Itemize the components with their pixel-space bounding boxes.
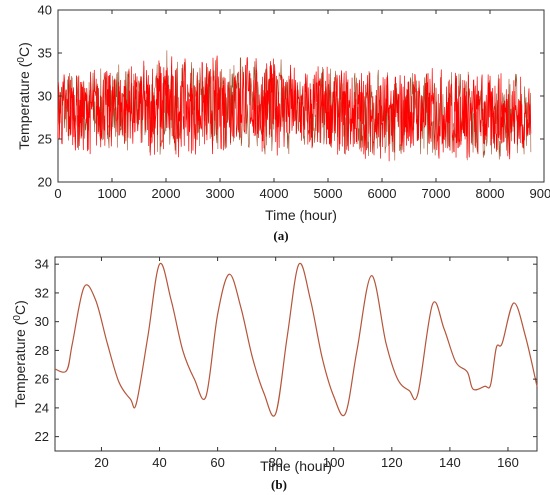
chart-b-xlabel: Time (hour) <box>260 458 332 474</box>
chart-b-y-tick-label: 32 <box>35 285 49 300</box>
chart-a-x-tick-label: 5000 <box>314 186 343 201</box>
chart-b-x-tick-label: 40 <box>152 455 166 470</box>
chart-b-x-tick-label: 60 <box>210 455 224 470</box>
chart-a-ylabel: Temperature (0C) <box>16 42 32 150</box>
chart-b-x-tick-label: 20 <box>94 455 108 470</box>
chart-b-y-ticks: 22 24 26 28 30 32 34 <box>35 257 537 444</box>
chart-a-series-line <box>57 55 532 162</box>
chart-a-x-tick-label: 3000 <box>206 186 235 201</box>
chart-b-y-tick-label: 26 <box>35 372 49 387</box>
chart-b-frame <box>54 256 538 452</box>
chart-b-y-tick-label: 24 <box>35 400 49 415</box>
chart-b: 20 40 60 80 100 120 140 160 22 24 26 28 30 32 34 Time… <box>12 256 538 492</box>
chart-a-y-tick-label: 40 <box>38 3 52 18</box>
chart-b-x-ticks: 20 40 60 80 100 120 140 160 <box>94 257 519 470</box>
chart-a-panel-label: (a) <box>273 228 288 243</box>
chart-a-x-tick-label: 6000 <box>368 186 397 201</box>
chart-a-x-tick-label: 7000 <box>422 186 451 201</box>
chart-a-x-tick-label: 2000 <box>152 186 181 201</box>
chart-a-x-tick-label: 1000 <box>98 186 127 201</box>
chart-b-y-tick-label: 22 <box>35 429 49 444</box>
chart-b-x-tick-label: 120 <box>381 455 403 470</box>
chart-a-xlabel: Time (hour) <box>265 207 337 223</box>
chart-a: 0 1000 2000 3000 4000 5000 6000 7000 8000 9000 20… <box>16 3 550 244</box>
chart-a-x-tick-label: 9000 <box>530 186 550 201</box>
chart-b-panel-label: (b) <box>271 477 287 492</box>
chart-b-y-tick-label: 28 <box>35 343 49 358</box>
chart-a-y-tick-label: 20 <box>38 175 52 190</box>
chart-a-y-ticks: 20 25 30 35 40 <box>38 3 544 190</box>
chart-a-x-tick-label: 0 <box>54 186 61 201</box>
chart-a-y-tick-label: 25 <box>38 132 52 147</box>
chart-b-x-tick-label: 160 <box>497 455 519 470</box>
chart-a-x-ticks: 0 1000 2000 3000 4000 5000 6000 7000 8000 9000 <box>54 10 550 201</box>
chart-a-series <box>57 50 532 162</box>
chart-a-x-tick-label: 8000 <box>476 186 505 201</box>
chart-a-x-tick-label: 4000 <box>260 186 289 201</box>
chart-b-ylabel: Temperature (0C) <box>12 300 28 408</box>
chart-b-x-tick-label: 140 <box>439 455 461 470</box>
chart-b-y-tick-label: 30 <box>35 314 49 329</box>
chart-b-x-tick-label: 80 <box>268 455 282 470</box>
chart-b-series-line <box>54 262 538 417</box>
chart-a-y-tick-label: 30 <box>38 89 52 104</box>
chart-b-y-tick-label: 34 <box>35 257 49 272</box>
chart-b-x-tick-label: 100 <box>323 455 345 470</box>
chart-a-y-tick-label: 35 <box>38 46 52 61</box>
